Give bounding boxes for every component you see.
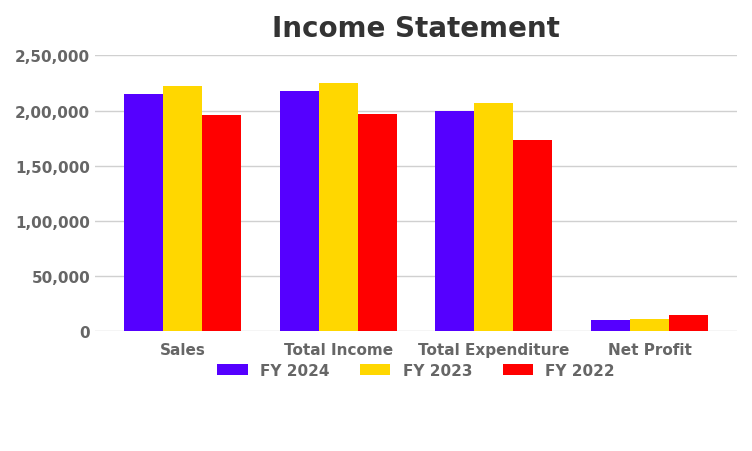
Bar bbox=[163, 87, 202, 331]
Bar bbox=[319, 84, 358, 331]
Bar bbox=[669, 316, 708, 331]
Bar bbox=[514, 141, 552, 331]
Bar bbox=[202, 116, 241, 331]
Bar bbox=[435, 111, 475, 331]
Bar bbox=[358, 115, 396, 331]
Bar bbox=[475, 104, 514, 331]
Bar bbox=[630, 319, 669, 331]
Legend: FY 2024, FY 2023, FY 2022: FY 2024, FY 2023, FY 2022 bbox=[211, 357, 621, 384]
Title: Income Statement: Income Statement bbox=[272, 15, 560, 43]
Bar bbox=[591, 320, 630, 331]
Bar bbox=[280, 92, 319, 331]
Bar bbox=[124, 95, 163, 331]
